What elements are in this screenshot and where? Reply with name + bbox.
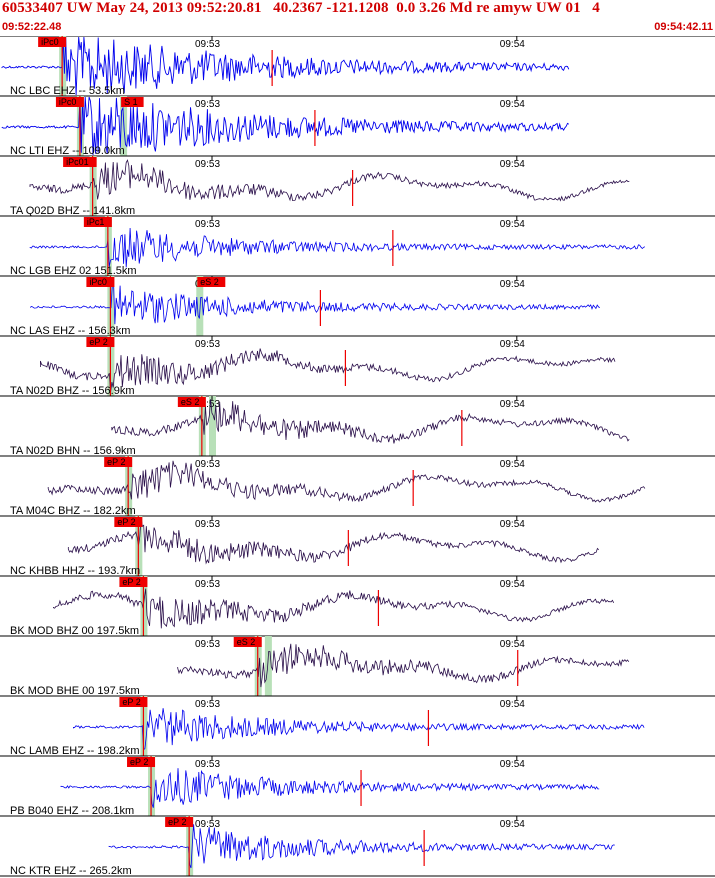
waveform [30, 284, 601, 325]
s-window [264, 636, 272, 696]
minute-label: 09:54 [500, 639, 525, 650]
station-label: NC KTR EHZ -- 265.2km [10, 865, 132, 877]
pick-box [83, 217, 112, 227]
minute-label: 09:54 [500, 339, 525, 350]
minute-label: 09:54 [500, 699, 525, 710]
pick-box [86, 337, 115, 347]
waveform [108, 824, 615, 869]
end-time-label: 09:54:42.11 [654, 21, 713, 33]
station-label: NC LTI EHZ -- 109.0km [10, 145, 125, 157]
pick-label: eS 2 [237, 637, 256, 647]
minute-label: 09:53 [195, 759, 220, 770]
waveform [60, 768, 600, 808]
station-label: TA N02D BHZ -- 156.9km [10, 385, 135, 397]
record-header: 60533407 UW May 24, 2013 09:52:20.81 40.… [0, 0, 715, 36]
pick-box [119, 697, 148, 707]
minute-label: 09:54 [500, 99, 525, 110]
waveform [111, 399, 630, 444]
waveform [40, 348, 616, 393]
minute-label: 09:53 [195, 459, 220, 470]
station-label: TA M04C BHZ -- 182.2km [10, 505, 136, 517]
waveform [72, 708, 645, 751]
pick-box [177, 397, 206, 407]
pick-label: eP 2 [89, 337, 107, 347]
minute-label: 09:53 [195, 159, 220, 170]
pick-box [63, 157, 97, 167]
minute-label: 09:53 [195, 579, 220, 590]
pick-label: iPc0 [59, 97, 77, 107]
minute-label: 09:53 [195, 699, 220, 710]
minute-label: 09:54 [500, 819, 525, 830]
waveform [52, 588, 615, 629]
pick-label: eS 2 [181, 397, 200, 407]
minute-label: 09:53 [195, 639, 220, 650]
waveform [47, 460, 646, 503]
minute-label: 09:54 [500, 519, 525, 530]
s-window [209, 396, 216, 456]
pick-label: eP 2 [117, 517, 135, 527]
second-pick-box [197, 277, 226, 287]
minute-label: 09:53 [195, 99, 220, 110]
pick-box [165, 817, 194, 827]
pick-box [38, 37, 67, 47]
pick-box [127, 757, 156, 767]
waveform [177, 643, 630, 688]
pick-label: iPc0 [41, 37, 59, 47]
second-pick-box [121, 97, 144, 107]
pick-label: iPc01 [66, 157, 89, 167]
pick-box [86, 277, 115, 287]
waveform [1, 96, 570, 156]
second-pick-label: S 1 [124, 97, 138, 107]
minute-label: 09:54 [500, 579, 525, 590]
pick-box [233, 637, 262, 647]
waveform [1, 36, 570, 96]
station-label: PB B040 EHZ -- 208.1km [10, 805, 134, 817]
pick-label: eP 2 [122, 697, 140, 707]
station-label: TA N02D BHN -- 156.9km [10, 445, 136, 457]
pick-label: eP 2 [107, 457, 125, 467]
minute-label: 09:54 [500, 39, 525, 50]
station-label: NC LAS EHZ -- 156.3km [10, 325, 130, 337]
pick-box [114, 517, 143, 527]
waveform [29, 159, 630, 202]
minute-label: 09:54 [500, 399, 525, 410]
pick-label: iPc0 [89, 277, 107, 287]
minute-label: 09:54 [500, 459, 525, 470]
waveform [67, 516, 599, 565]
waveform [29, 227, 646, 268]
pick-label: eP 2 [168, 817, 186, 827]
minute-label: 09:54 [500, 279, 525, 290]
minute-label: 09:53 [195, 39, 220, 50]
minute-label: 09:54 [500, 219, 525, 230]
minute-label: 09:53 [195, 219, 220, 230]
station-label: BK MOD BHZ 00 197.5km [10, 625, 139, 637]
station-label: NC LGB EHZ 02 151.5km [10, 265, 137, 277]
station-label: BK MOD BHE 00 197.5km [10, 685, 140, 697]
minute-label: 09:53 [195, 339, 220, 350]
start-time-label: 09:52:22.48 [2, 21, 62, 33]
station-label: NC LBC EHZ -- 53.5km [10, 85, 125, 97]
pick-label: eP 2 [122, 577, 140, 587]
pick-label: iPc1 [87, 217, 105, 227]
station-label: NC LAMB EHZ -- 198.2km [10, 745, 140, 757]
pick-box [55, 97, 84, 107]
second-pick-label: eS 2 [200, 277, 219, 287]
pick-box [104, 457, 133, 467]
minute-label: 09:54 [500, 759, 525, 770]
event-title: 60533407 UW May 24, 2013 09:52:20.81 40.… [2, 0, 600, 16]
minute-label: 09:53 [195, 399, 220, 410]
pick-label: eP 2 [130, 757, 148, 767]
minute-label: 09:53 [195, 519, 220, 530]
minute-label: 09:54 [500, 159, 525, 170]
station-label: TA Q02D BHZ -- 141.8km [10, 205, 135, 217]
station-label: NC KHBB HHZ -- 193.7km [10, 565, 140, 577]
minute-label: 09:53 [195, 819, 220, 830]
pick-box [119, 577, 148, 587]
